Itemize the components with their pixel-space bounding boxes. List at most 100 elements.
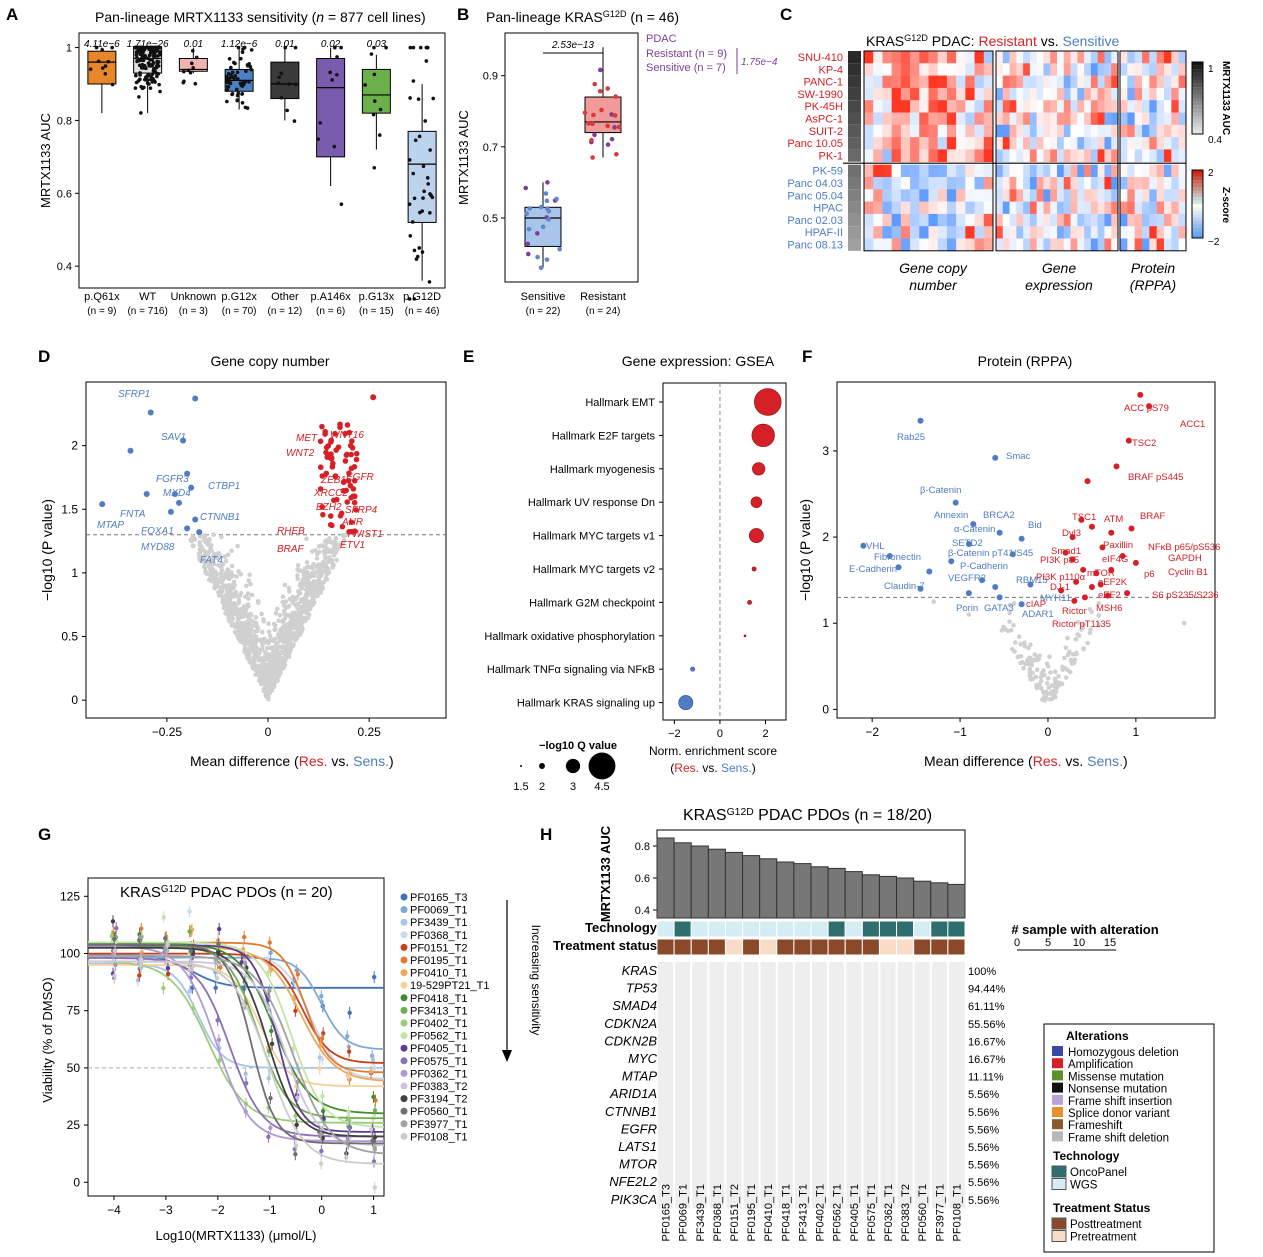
point [249, 618, 255, 624]
point-significant [344, 499, 351, 505]
point [189, 61, 194, 66]
point-significant [895, 564, 902, 571]
point [1046, 685, 1052, 690]
heat-cell [956, 87, 966, 101]
panel-c-title: KRASG12D PDAC: Resistant vs. Sensitive [866, 33, 1120, 49]
heat-cell [1090, 51, 1099, 64]
point [158, 51, 162, 55]
group-label: p.G13x [359, 291, 395, 303]
point-significant [180, 437, 187, 444]
heat-cell [882, 201, 893, 215]
data-point [216, 950, 221, 955]
heat-cell [1029, 137, 1038, 150]
z-legend-cell [1192, 231, 1203, 235]
heat-cell [1002, 238, 1010, 252]
heat-cell [974, 149, 985, 162]
enrichment-dot [678, 695, 694, 711]
legend-label: PF0362_T1 [410, 1068, 467, 1080]
heat-cell [1111, 137, 1119, 150]
point [966, 612, 972, 617]
z-legend-cell [1192, 176, 1203, 181]
auc-bar [707, 848, 726, 919]
block-label: Protein [1131, 260, 1176, 276]
protein-label: SETD2 [952, 538, 983, 549]
panel-g-title: KRASG12D PDAC PDOs (n = 20) [120, 884, 333, 901]
legend-dot [400, 1082, 408, 1090]
heat-cell [937, 177, 948, 190]
point-significant [346, 470, 352, 477]
sample-label: PF0069_T1 [678, 1184, 690, 1241]
point [302, 609, 308, 615]
data-point [243, 1080, 249, 1086]
heat-cell [1149, 149, 1158, 162]
data-point [266, 1134, 271, 1140]
heat-cell [983, 213, 994, 227]
auc-legend-cell [1192, 83, 1203, 88]
protein-label: Smad1 [1051, 546, 1081, 557]
treatment-cell [947, 938, 966, 956]
heat-cell [1120, 51, 1128, 64]
point [287, 646, 293, 651]
point [331, 553, 337, 558]
point [282, 630, 287, 636]
heat-cell [1164, 51, 1172, 64]
point-significant [348, 451, 354, 458]
heat-cell [946, 213, 957, 227]
heat-cell [937, 164, 948, 178]
point [249, 623, 255, 629]
point-significant [1084, 478, 1091, 485]
heat-cell [1036, 226, 1044, 239]
heat-cell [1023, 201, 1031, 215]
data-point [268, 950, 273, 955]
data-point [372, 1065, 377, 1071]
heat-cell [882, 87, 893, 101]
heat-cell [996, 51, 1004, 64]
point-significant [342, 458, 349, 464]
point-significant [337, 513, 344, 519]
point [224, 587, 230, 593]
heat-cell [946, 51, 957, 64]
heat-cell [919, 149, 929, 162]
protein-label: Annexin [934, 510, 968, 521]
heat-cell [864, 164, 874, 178]
heat-cell [1016, 226, 1024, 239]
gene-label: ETV1 [340, 540, 365, 551]
heat-cell [1164, 137, 1172, 150]
point [223, 610, 228, 616]
auc-bar [896, 877, 915, 919]
point [591, 112, 596, 118]
point-significant [339, 523, 346, 530]
heat-cell [882, 100, 893, 113]
label-part: PDAC PDOs (n = 18/20) [754, 807, 932, 824]
point-significant [1104, 592, 1111, 599]
heat-cell [996, 238, 1004, 252]
auc-legend-cell [1192, 126, 1203, 131]
label-part: G12D [603, 9, 627, 19]
point [1018, 641, 1023, 647]
heat-cell [965, 149, 975, 162]
protein-label: Rictor pT1135 [1052, 619, 1111, 630]
heat-cell [1120, 238, 1128, 252]
gene-label: FGFR3 [156, 474, 189, 485]
heat-cell [910, 226, 920, 239]
data-point [293, 1143, 299, 1148]
heat-cell [1043, 137, 1051, 150]
point [292, 119, 297, 123]
heat-cell [873, 213, 883, 227]
sample-label: PF0405_T1 [849, 1184, 861, 1241]
heat-cell [882, 213, 893, 227]
gene-label: AHR [341, 517, 363, 528]
heat-cell [1036, 112, 1044, 126]
technology-cell [793, 920, 812, 938]
heat-cell [974, 124, 985, 138]
point [267, 690, 273, 696]
heat-cell [1178, 87, 1187, 101]
heat-cell [1050, 164, 1058, 178]
pathway-label: Hallmark KRAS signaling up [517, 698, 655, 710]
legend-label: PF3977_T1 [410, 1119, 467, 1131]
point [235, 625, 241, 631]
point [592, 81, 598, 87]
point [320, 585, 325, 591]
heat-cell [1134, 201, 1143, 215]
auc-cell [848, 124, 861, 138]
